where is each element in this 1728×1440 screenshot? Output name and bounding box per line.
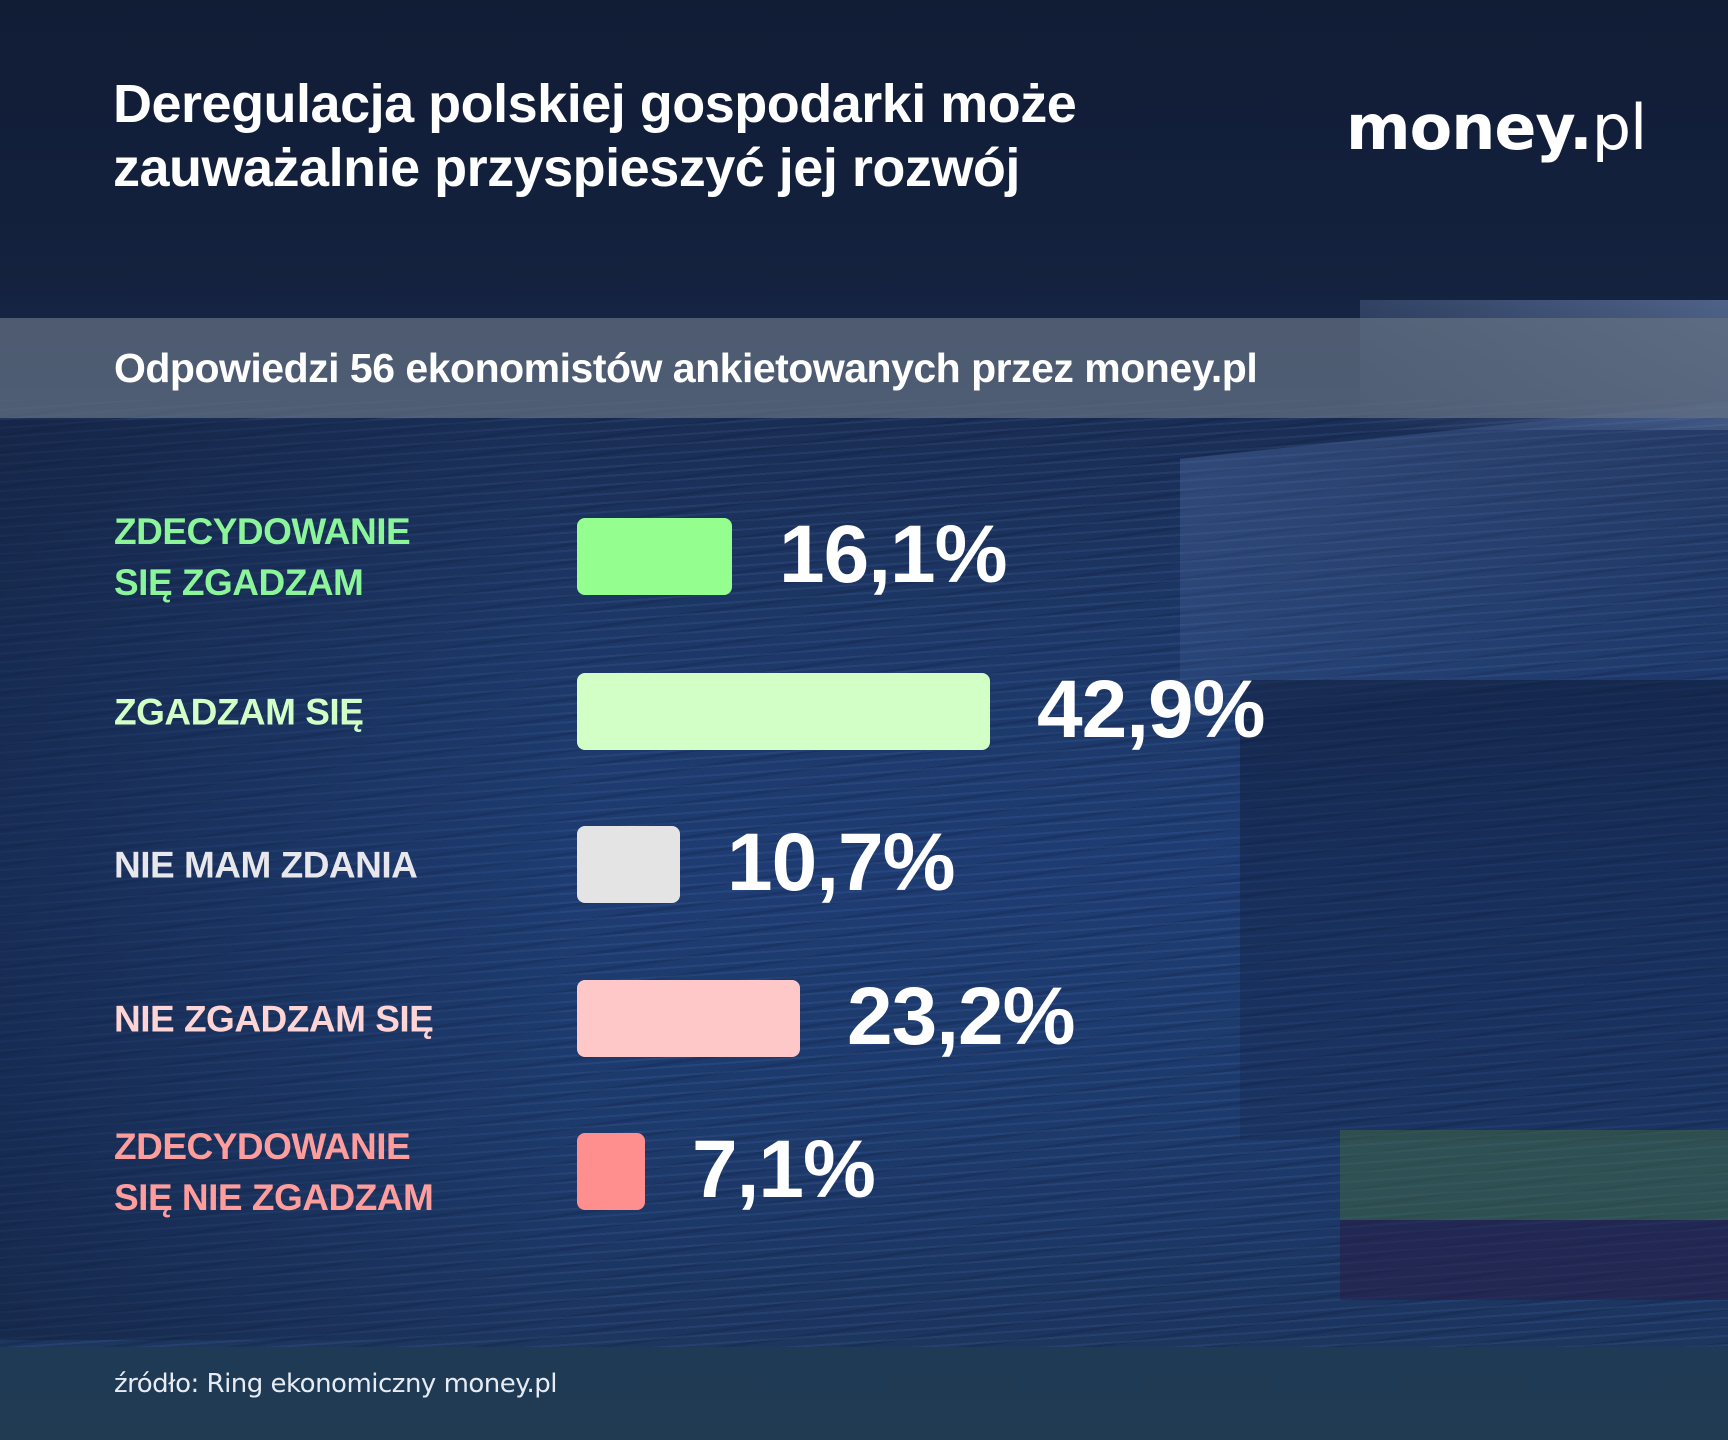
background-red-folder: [1340, 1220, 1728, 1300]
bar-row-strongly-disagree: ZDECYDOWANIE SIĘ NIE ZGADZAM 7,1%: [0, 1124, 1728, 1217]
bar-row-no-opinion: NIE MAM ZDANIA 10,7%: [0, 817, 1728, 907]
category-label: ZGADZAM SIĘ: [114, 691, 364, 732]
bar-row-disagree: NIE ZGADZAM SIĘ 23,2%: [0, 971, 1728, 1061]
category-label: ZDECYDOWANIE SIĘ ZGADZAM: [114, 510, 411, 603]
bar-row-agree: ZGADZAM SIĘ 42,9%: [0, 664, 1728, 754]
category-label: NIE MAM ZDANIA: [114, 844, 418, 885]
logo-brand: money: [1346, 91, 1570, 164]
chart-subtitle: Odpowiedzi 56 ekonomistów ankietowanych …: [114, 345, 1258, 391]
background-shade: [0, 420, 560, 1340]
logo-dot: .: [1569, 91, 1593, 164]
background-green-folder: [1340, 1130, 1728, 1220]
category-label: ZDECYDOWANIE SIĘ NIE ZGADZAM: [114, 1125, 434, 1218]
source-note: źródło: Ring ekonomiczny money.pl: [114, 1369, 557, 1399]
background-desk: [0, 1347, 1728, 1440]
bar: [577, 826, 680, 903]
bar: [577, 518, 732, 595]
value-label: 23,2%: [847, 970, 1076, 1062]
chart-title: Deregulacja polskiej gospodarki może zau…: [113, 72, 1213, 200]
title-line-2: zauważalnie przyspieszyć jej rozwój: [113, 138, 1020, 198]
value-label: 7,1%: [692, 1123, 876, 1215]
background-shade: [1240, 680, 1728, 1140]
logo-tld: pl: [1591, 91, 1648, 164]
title-line-1: Deregulacja polskiej gospodarki może: [113, 74, 1077, 134]
bar: [577, 980, 800, 1057]
value-label: 42,9%: [1037, 663, 1266, 755]
subtitle-band: Odpowiedzi 56 ekonomistów ankietowanych …: [0, 318, 1728, 418]
value-label: 10,7%: [727, 816, 956, 908]
money-pl-logo: money.pl: [1346, 88, 1648, 168]
bar-row-strongly-agree: ZDECYDOWANIE SIĘ ZGADZAM 16,1%: [0, 509, 1728, 602]
value-label: 16,1%: [779, 508, 1008, 600]
bar: [577, 673, 990, 750]
bar: [577, 1133, 645, 1210]
category-label: NIE ZGADZAM SIĘ: [114, 998, 434, 1039]
